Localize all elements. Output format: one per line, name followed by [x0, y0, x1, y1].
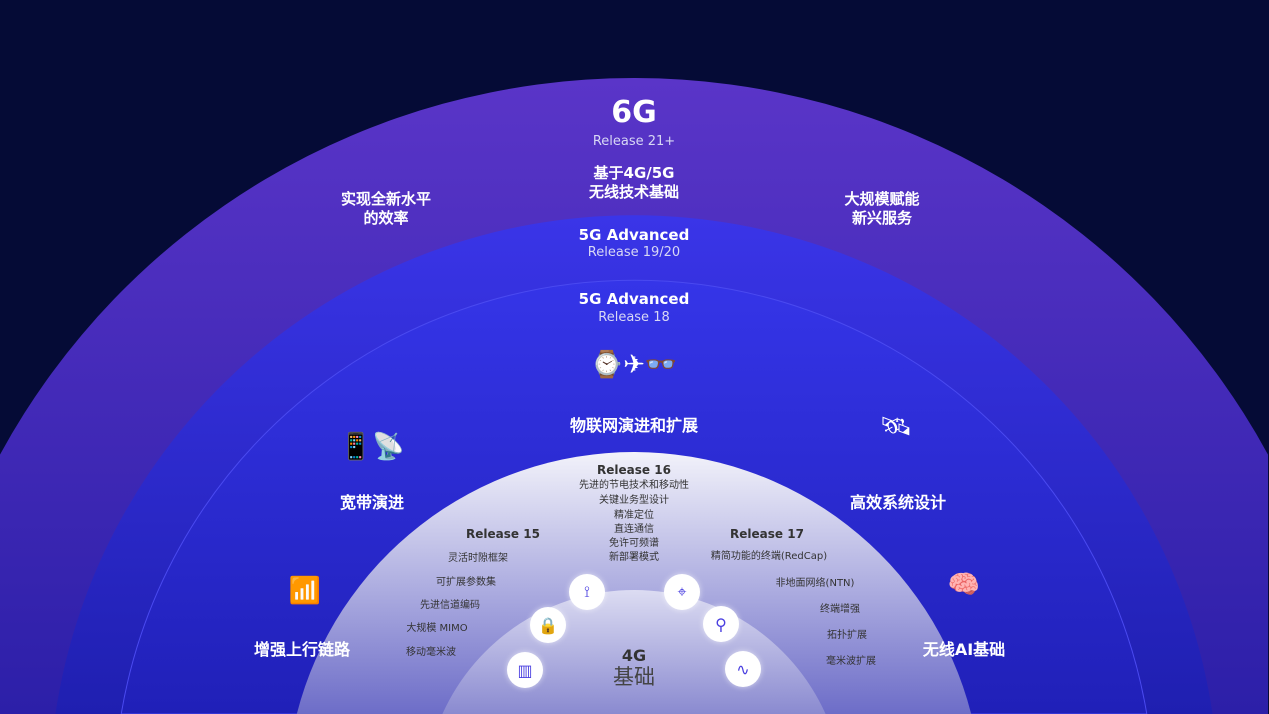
r15-item: 大规模 MIMO	[406, 623, 468, 634]
r16-item: 先进的节电技术和移动性	[579, 480, 689, 491]
r16-item: 直连通信	[614, 524, 654, 535]
release-15-title: Release 15	[466, 527, 540, 541]
5ga-r19-release: Release 19/20	[587, 245, 681, 260]
6g-efficiency: 实现全新水平 的效率	[340, 190, 432, 227]
6g-foundation: 基于4G/5G 无线技术基础	[588, 164, 680, 201]
5ga-r18-title: 5G Advanced	[578, 290, 690, 308]
ring-releases	[296, 452, 972, 714]
core-4g-subtitle: 基础	[613, 665, 655, 689]
r15-item: 移动毫米波	[406, 647, 456, 658]
ai-brain-icon: 🧠	[947, 570, 981, 600]
r17-item: 终端增强	[820, 604, 860, 615]
release-16-title: Release 16	[597, 463, 671, 477]
uplink-antenna-icon: 📶	[288, 576, 322, 606]
feature-uplink: 增强上行链路	[253, 640, 351, 659]
5ga-r19-title: 5G Advanced	[578, 226, 690, 244]
feature-broadband: 宽带演进	[339, 493, 405, 512]
antenna-icon: ▥	[507, 652, 543, 688]
lock-icon: 🔒	[530, 607, 566, 643]
r17-item: 拓扑扩展	[827, 630, 867, 641]
feature-system-design: 高效系统设计	[849, 493, 947, 512]
r17-item: 精简功能的终端(RedCap)	[710, 551, 828, 562]
r16-item: 新部署模式	[609, 552, 659, 563]
6g-title: 6G	[611, 95, 657, 130]
r16-item: 免许可频谱	[609, 538, 659, 549]
r16-item: 关键业务型设计	[599, 495, 669, 506]
core-4g-title: 4G	[621, 646, 647, 665]
signal-tower-icon: ⟟	[569, 574, 605, 610]
r16-item: 精准定位	[614, 510, 654, 521]
5ga-r18-release: Release 18	[598, 310, 670, 325]
satellite-icon: 🛰	[879, 412, 913, 442]
feature-ai: 无线AI基础	[922, 640, 1006, 659]
broadband-devices-icon: 📱📡	[339, 432, 405, 462]
location-pin-icon: ⌖	[664, 574, 700, 610]
feature-iot: 物联网演进和扩展	[569, 416, 699, 435]
release-17-title: Release 17	[730, 527, 804, 541]
6g-release: Release 21+	[592, 134, 676, 149]
iot-devices-icon: ⌚✈👓	[590, 350, 678, 380]
r17-item: 毫米波扩展	[826, 656, 876, 667]
waveform-icon: ∿	[725, 651, 761, 687]
r17-item: 非地面网络(NTN)	[775, 578, 855, 589]
r15-item: 先进信道编码	[420, 600, 480, 611]
r15-item: 灵活时隙框架	[448, 553, 508, 564]
nodes-icon: ⚲	[703, 606, 739, 642]
6g-services: 大规模赋能 新兴服务	[844, 190, 920, 227]
r15-item: 可扩展参数集	[436, 577, 496, 588]
